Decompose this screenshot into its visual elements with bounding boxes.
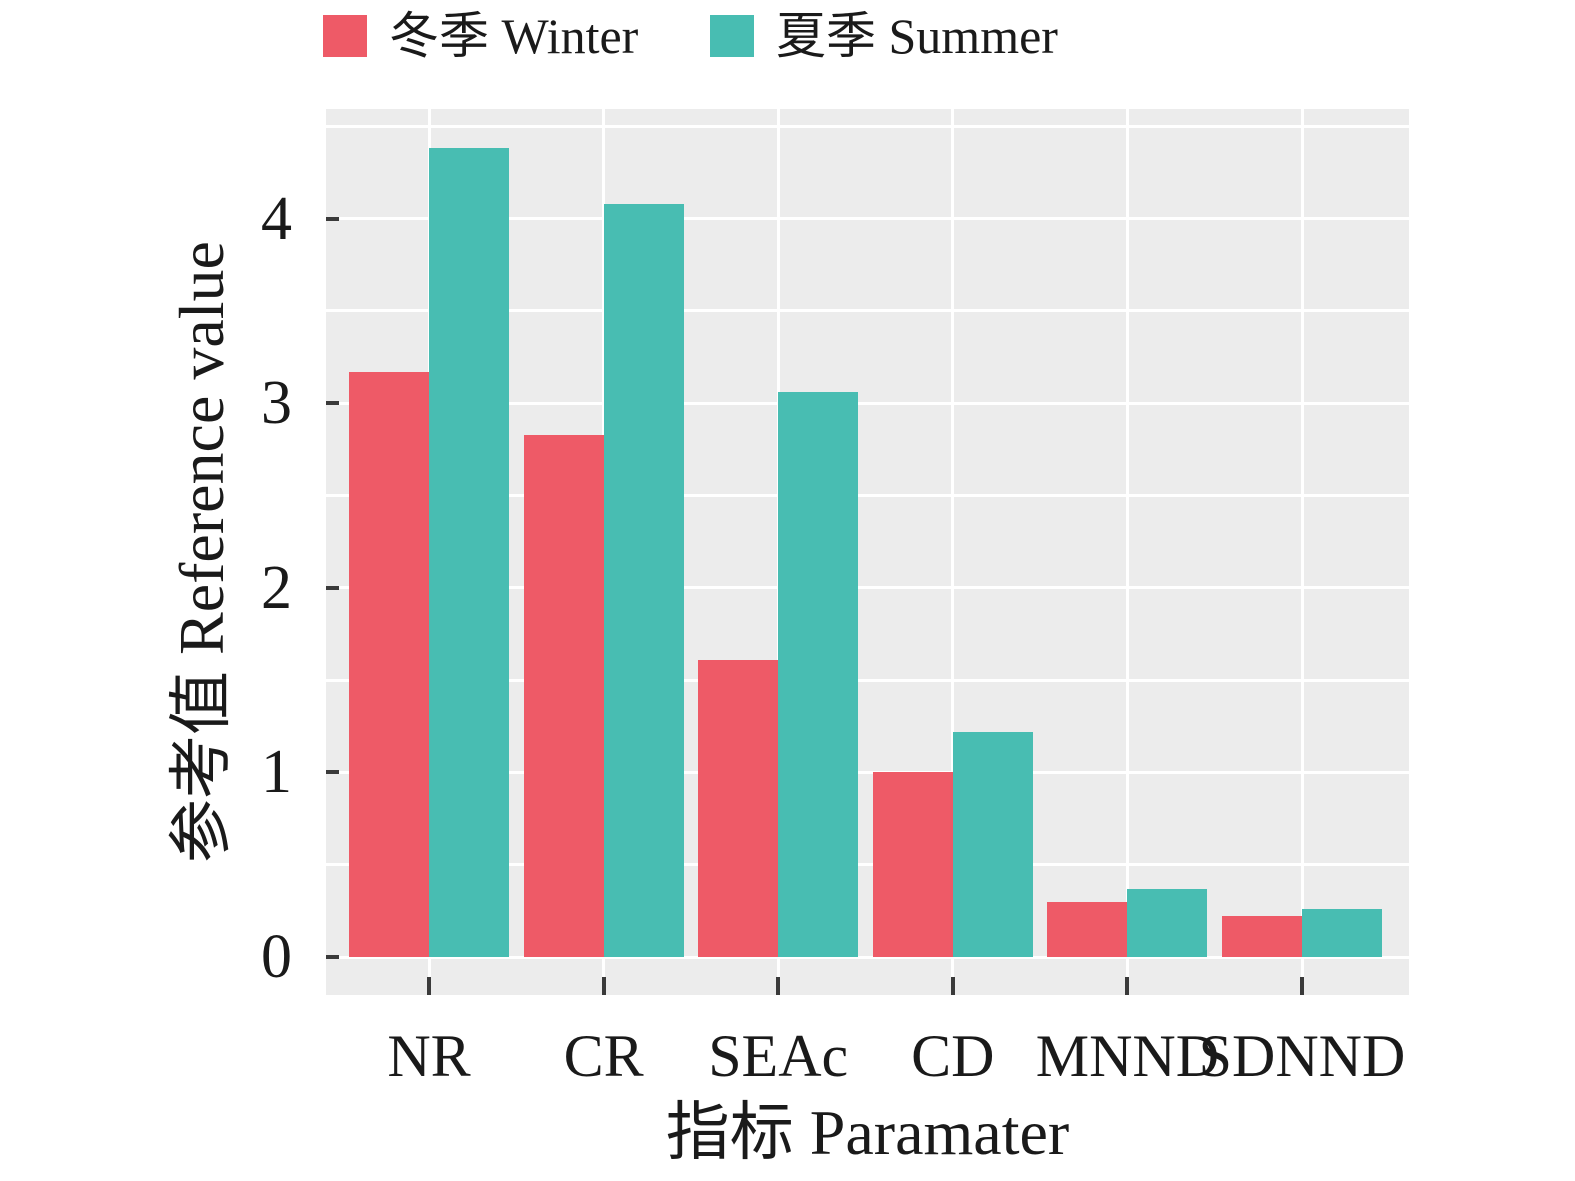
bar-summer-SEAc: [778, 392, 859, 957]
y-tick-mark-4: [326, 216, 339, 221]
gridline-x-CD: [951, 109, 955, 995]
y-tick-label-1: 1: [261, 738, 292, 807]
bar-summer-SDNND: [1302, 909, 1382, 957]
gridline-x-MNND: [1125, 109, 1129, 995]
x-tick-mark-NR: [427, 977, 431, 995]
x-tick-label-NR: NR: [387, 1023, 471, 1089]
gridline-y-1.5: [326, 678, 1409, 682]
summer-swatch-icon: [710, 15, 754, 57]
gridline-x-SDNND: [1300, 109, 1304, 995]
bar-winter-NR: [349, 371, 429, 957]
bar-summer-MNND: [1127, 888, 1208, 957]
y-tick-label-3: 3: [261, 369, 292, 438]
gridline-y-4: [326, 217, 1409, 221]
y-tick-label-4: 4: [261, 184, 292, 253]
bar-winter-CR: [523, 434, 604, 957]
x-tick-label-CD: CD: [911, 1023, 995, 1089]
x-tick-label-SEAc: SEAc: [708, 1023, 849, 1089]
gridline-y-2: [326, 586, 1409, 590]
y-tick-mark-2: [326, 585, 339, 590]
legend-label-winter: 冬季 Winter: [389, 8, 639, 64]
gridline-y-4.5: [326, 124, 1409, 128]
legend-item-winter: 冬季 Winter: [323, 8, 639, 64]
gridline-y-0: [326, 955, 1409, 959]
winter-swatch-icon: [323, 15, 367, 57]
bar-winter-CD: [872, 772, 953, 957]
x-tick-mark-SEAc: [776, 977, 781, 995]
x-tick-label-CR: CR: [563, 1023, 644, 1089]
y-tick-label-0: 0: [261, 923, 292, 991]
x-tick-mark-CR: [601, 977, 606, 995]
gridline-y-3: [326, 401, 1409, 405]
gridline-y-2.5: [326, 494, 1409, 497]
x-tick-label-MNND: MNND: [1035, 1023, 1220, 1089]
bar-summer-CD: [952, 731, 1033, 957]
x-tick-mark-MNND: [1125, 977, 1130, 995]
x-axis-title: 指标 Paramater: [665, 1097, 1070, 1168]
bar-summer-NR: [429, 148, 509, 957]
y-tick-mark-0: [326, 955, 339, 959]
y-axis-title: 参考值 Reference value: [166, 241, 237, 863]
bar-winter-SDNND: [1222, 916, 1302, 957]
gridline-y-1: [326, 770, 1409, 774]
y-tick-mark-3: [326, 401, 339, 406]
legend-item-summer: 夏季 Summer: [710, 8, 1058, 64]
gridline-y-0.5: [326, 863, 1409, 867]
x-tick-label-SDNND: SDNND: [1198, 1023, 1406, 1089]
x-tick-mark-CD: [950, 977, 955, 995]
gridline-y-3.5: [326, 309, 1409, 313]
bar-winter-SEAc: [698, 659, 779, 957]
y-tick-mark-1: [326, 770, 339, 775]
x-tick-mark-SDNND: [1300, 977, 1304, 995]
bar-winter-MNND: [1047, 901, 1128, 957]
y-tick-label-2: 2: [261, 553, 292, 622]
bar-summer-CR: [603, 203, 684, 957]
plot-panel: [326, 109, 1409, 995]
legend-label-summer: 夏季 Summer: [776, 8, 1058, 64]
